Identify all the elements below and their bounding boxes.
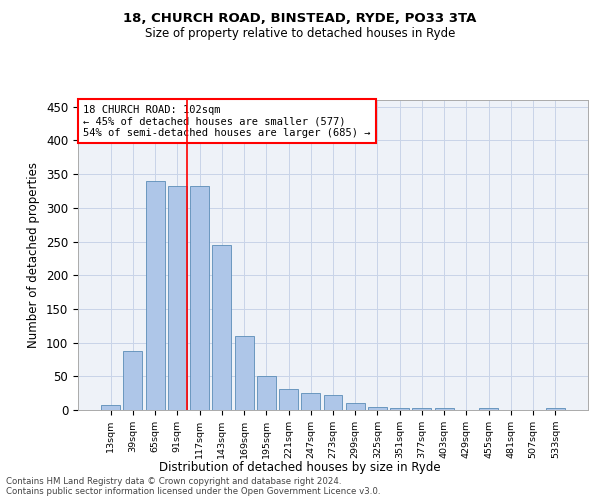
Text: Distribution of detached houses by size in Ryde: Distribution of detached houses by size … — [159, 461, 441, 474]
Bar — [168, 186, 187, 410]
Bar — [346, 404, 365, 410]
Bar — [390, 408, 409, 410]
Bar — [257, 376, 276, 410]
Text: 18, CHURCH ROAD, BINSTEAD, RYDE, PO33 3TA: 18, CHURCH ROAD, BINSTEAD, RYDE, PO33 3T… — [124, 12, 476, 26]
Bar — [146, 181, 164, 410]
Bar — [368, 406, 387, 410]
Bar — [235, 336, 254, 410]
Text: 18 CHURCH ROAD: 102sqm
← 45% of detached houses are smaller (577)
54% of semi-de: 18 CHURCH ROAD: 102sqm ← 45% of detached… — [83, 104, 371, 138]
Bar — [412, 408, 431, 410]
Bar — [323, 395, 343, 410]
Bar — [190, 186, 209, 410]
Bar — [546, 408, 565, 410]
Bar — [301, 393, 320, 410]
Bar — [212, 245, 231, 410]
Text: Contains HM Land Registry data © Crown copyright and database right 2024.: Contains HM Land Registry data © Crown c… — [6, 476, 341, 486]
Bar — [124, 350, 142, 410]
Text: Size of property relative to detached houses in Ryde: Size of property relative to detached ho… — [145, 28, 455, 40]
Bar — [279, 389, 298, 410]
Bar — [479, 408, 498, 410]
Text: Contains public sector information licensed under the Open Government Licence v3: Contains public sector information licen… — [6, 486, 380, 496]
Bar — [435, 408, 454, 410]
Y-axis label: Number of detached properties: Number of detached properties — [28, 162, 40, 348]
Bar — [101, 406, 120, 410]
